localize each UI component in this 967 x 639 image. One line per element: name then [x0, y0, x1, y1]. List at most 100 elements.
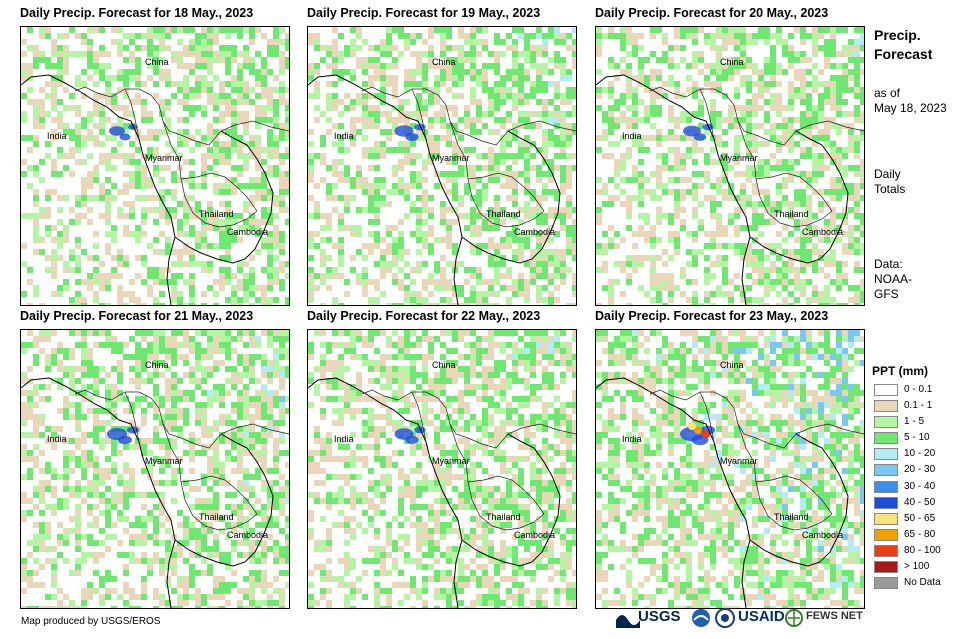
place-label-myanmar: Myanmar: [145, 456, 183, 466]
legend-item: 20 - 30: [872, 462, 935, 478]
legend-swatch: [874, 512, 898, 525]
place-label-thailand: Thailand: [199, 512, 234, 522]
place-label-china: China: [145, 57, 169, 67]
legend-label: 10 - 20: [904, 448, 936, 460]
usaid-logo: USAID: [738, 608, 785, 625]
place-label-thailand: Thailand: [774, 209, 809, 219]
legend-label: 0.1 - 1: [904, 400, 933, 412]
legend-label: > 100: [904, 561, 930, 573]
precip-field: [21, 330, 289, 608]
legend-item: No Data: [872, 575, 941, 591]
legend-label: 5 - 10: [904, 432, 930, 444]
legend-item: > 100: [872, 559, 930, 575]
place-label-myanmar: Myanmar: [145, 153, 183, 163]
daily-totals-text: Daily Totals: [874, 167, 906, 196]
as-of-text: as of May 18, 2023: [874, 86, 947, 115]
credit-text: Map produced by USGS/EROS: [21, 616, 161, 627]
place-label-cambodia: Cambodia: [227, 530, 269, 540]
legend-swatch: [874, 416, 898, 429]
side-title: Precip. Forecast: [874, 27, 933, 62]
legend-swatch: [874, 432, 898, 445]
legend-item: 40 - 50: [872, 495, 935, 511]
fewsnet-globe-icon: [785, 609, 803, 627]
panel-title: Daily Precip. Forecast for 20 May., 2023: [595, 6, 829, 20]
legend-swatch: [874, 400, 898, 413]
place-label-thailand: Thailand: [486, 512, 521, 522]
place-label-china: China: [720, 360, 744, 370]
legend-swatch: [874, 384, 898, 396]
legend-item: 0.1 - 1: [872, 398, 932, 414]
legend-title: PPT (mm): [872, 364, 929, 378]
place-label-thailand: Thailand: [774, 512, 809, 522]
legend-item: 80 - 100: [872, 543, 941, 559]
place-label-myanmar: Myanmar: [720, 153, 758, 163]
legend-label: No Data: [904, 577, 941, 589]
place-label-india: India: [622, 434, 642, 444]
place-label-myanmar: Myanmar: [432, 456, 470, 466]
place-label-thailand: Thailand: [486, 209, 521, 219]
legend-swatch: [874, 544, 898, 557]
data-source-text: Data: NOAA- GFS: [874, 257, 913, 301]
legend-swatch: [874, 464, 898, 477]
precip-field: [21, 27, 289, 305]
legend-item: 5 - 10: [872, 430, 930, 446]
precip-field: [308, 27, 576, 305]
panel-title: Daily Precip. Forecast for 23 May., 2023: [595, 309, 829, 323]
legend-item: 10 - 20: [872, 446, 935, 462]
legend-label: 40 - 50: [904, 496, 936, 508]
place-label-cambodia: Cambodia: [514, 530, 556, 540]
legend-swatch: [874, 448, 898, 461]
legend-label: 20 - 30: [904, 464, 936, 476]
precip-field: [596, 330, 864, 608]
legend-label: 80 - 100: [904, 544, 941, 556]
usgs-logo-icon: [616, 615, 640, 628]
legend: PPT (mm) 0 - 0.1 0.1 - 1 1 - 5 5 - 10 10 - 2…: [872, 364, 941, 591]
legend-swatch: [874, 561, 898, 574]
legend-label: 65 - 80: [904, 528, 936, 540]
legend-label: 1 - 5: [904, 416, 925, 428]
place-label-india: India: [622, 131, 642, 141]
panel-title: Daily Precip. Forecast for 22 May., 2023: [307, 309, 541, 323]
fewsnet-logo: FEWS NET: [806, 610, 863, 622]
panel-title: Daily Precip. Forecast for 19 May., 2023: [307, 6, 541, 20]
precip-map: China India Myanmar Thailand Cambodia: [20, 329, 290, 609]
place-label-india: India: [334, 434, 354, 444]
legend-label: 50 - 65: [904, 512, 936, 524]
legend-swatch: [874, 496, 898, 509]
legend-swatch: [874, 480, 898, 493]
place-label-cambodia: Cambodia: [802, 227, 844, 237]
precip-map: China India Myanmar Thailand Cambodia: [307, 26, 577, 306]
place-label-cambodia: Cambodia: [802, 530, 844, 540]
legend-item: 65 - 80: [872, 527, 935, 543]
precip-map: China India Myanmar Thailand Cambodia: [595, 26, 865, 306]
place-label-cambodia: Cambodia: [227, 227, 269, 237]
place-label-india: India: [334, 131, 354, 141]
precip-field: [308, 330, 576, 608]
place-label-myanmar: Myanmar: [720, 456, 758, 466]
legend-swatch: [874, 577, 898, 590]
noaa-logo-icon: [692, 609, 710, 627]
place-label-china: China: [432, 360, 456, 370]
precip-map: China India Myanmar Thailand Cambodia: [595, 329, 865, 609]
place-label-thailand: Thailand: [199, 209, 234, 219]
panel-title: Daily Precip. Forecast for 18 May., 2023: [20, 6, 254, 20]
legend-item: 50 - 65: [872, 511, 935, 527]
precip-field: [596, 27, 864, 305]
place-label-india: India: [47, 131, 67, 141]
legend-item: 1 - 5: [872, 414, 928, 430]
place-label-china: China: [432, 57, 456, 67]
usgs-logo: USGS: [638, 608, 681, 625]
legend-label: 0 - 0.1: [904, 384, 933, 395]
precip-map: China India Myanmar Thailand Cambodia: [20, 26, 290, 306]
place-label-china: China: [720, 57, 744, 67]
place-label-india: India: [47, 434, 67, 444]
precip-map: China India Myanmar Thailand Cambodia: [307, 329, 577, 609]
legend-item: 30 - 40: [872, 479, 935, 495]
panel-title: Daily Precip. Forecast for 21 May., 2023: [20, 309, 254, 323]
doc-seal-icon: [715, 608, 735, 628]
place-label-cambodia: Cambodia: [514, 227, 556, 237]
legend-item: 0 - 0.1: [872, 382, 932, 398]
place-label-myanmar: Myanmar: [432, 153, 470, 163]
place-label-china: China: [145, 360, 169, 370]
legend-swatch: [874, 528, 898, 541]
